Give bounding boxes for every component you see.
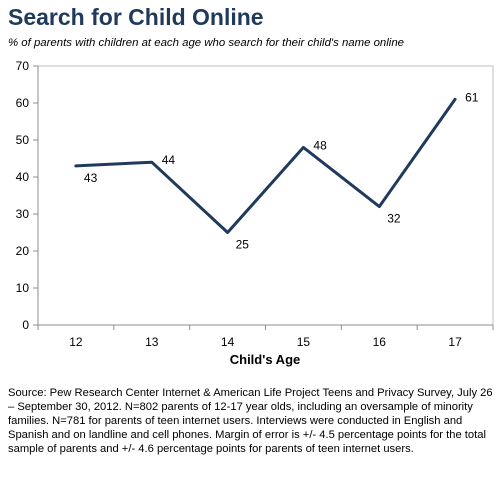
x-tick-label: 12 bbox=[69, 335, 83, 349]
x-tick-label: 15 bbox=[297, 335, 311, 349]
y-tick-label: 60 bbox=[16, 96, 30, 110]
chart-title: Search for Child Online bbox=[8, 4, 264, 30]
data-label: 48 bbox=[313, 138, 327, 152]
x-tick-label: 17 bbox=[448, 335, 462, 349]
x-tick-label: 13 bbox=[145, 335, 159, 349]
y-tick-label: 40 bbox=[16, 170, 30, 184]
data-label: 32 bbox=[387, 212, 401, 226]
series-line bbox=[74, 97, 457, 234]
y-tick-label: 20 bbox=[16, 244, 30, 258]
data-label: 43 bbox=[84, 171, 98, 185]
data-label: 44 bbox=[162, 153, 176, 167]
y-tick-label: 10 bbox=[16, 281, 30, 295]
x-tick-label: 16 bbox=[373, 335, 387, 349]
y-tick-label: 70 bbox=[16, 59, 30, 73]
y-tick-label: 0 bbox=[22, 318, 29, 332]
data-label: 61 bbox=[465, 90, 479, 104]
y-tick-label: 30 bbox=[16, 207, 30, 221]
source-note: Source: Pew Research Center Internet & A… bbox=[8, 387, 493, 455]
data-label: 25 bbox=[236, 238, 250, 252]
plot-area-border bbox=[37, 65, 494, 326]
x-axis-label: Child's Age bbox=[230, 352, 301, 367]
y-tick-label: 50 bbox=[16, 133, 30, 147]
chart-subtitle: % of parents with children at each age w… bbox=[8, 37, 405, 49]
x-tick-label: 14 bbox=[221, 335, 235, 349]
